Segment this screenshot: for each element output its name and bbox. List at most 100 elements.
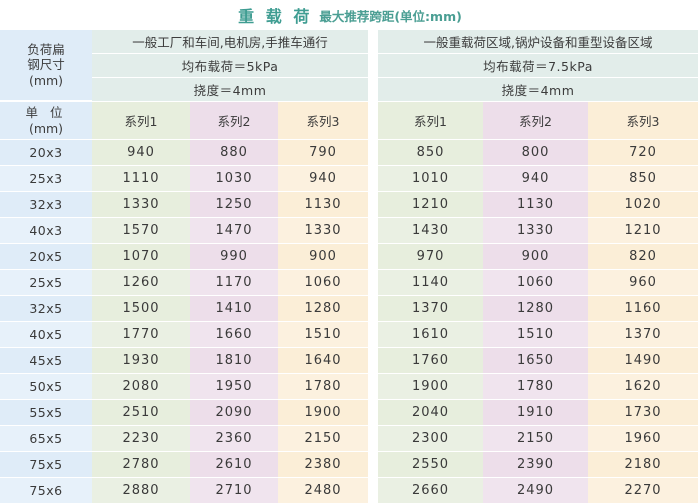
group-a-series-2-header: 系列2 [190, 102, 278, 140]
cell-a-series3: 1510 [278, 322, 368, 348]
row-divider-gap [368, 478, 378, 504]
row-divider-gap [368, 348, 378, 374]
title-main-text: 重 载 荷 [238, 7, 313, 26]
group-b-deflection: 挠度＝4mm [378, 78, 698, 102]
cell-b-series3: 850 [588, 166, 698, 192]
cell-a-series1: 2230 [92, 426, 190, 452]
cell-a-series3: 2150 [278, 426, 368, 452]
cell-a-series2: 990 [190, 244, 278, 270]
cell-b-series2: 1130 [483, 192, 588, 218]
group-a-series-3-header: 系列3 [278, 102, 368, 140]
cell-a-series1: 2510 [92, 400, 190, 426]
row-divider-gap [368, 374, 378, 400]
page-title: 重 载 荷 最大推荐跨距(单位:mm) [0, 0, 700, 30]
row-size-label: 75x6 [0, 478, 92, 504]
cell-b-series2: 2150 [483, 426, 588, 452]
cell-a-series2: 1410 [190, 296, 278, 322]
row-divider-gap [368, 140, 378, 166]
row-divider-gap [368, 452, 378, 478]
cell-a-series3: 1640 [278, 348, 368, 374]
cell-a-series3: 940 [278, 166, 368, 192]
cell-b-series1: 1370 [378, 296, 483, 322]
row-size-label: 65x5 [0, 426, 92, 452]
cell-b-series3: 1960 [588, 426, 698, 452]
cell-b-series1: 1010 [378, 166, 483, 192]
row-size-label: 40x3 [0, 218, 92, 244]
cell-b-series3: 1620 [588, 374, 698, 400]
cell-a-series2: 1660 [190, 322, 278, 348]
cell-a-series2: 1250 [190, 192, 278, 218]
group-a-deflection: 挠度＝4mm [92, 78, 368, 102]
cell-b-series1: 1900 [378, 374, 483, 400]
cell-a-series3: 2480 [278, 478, 368, 504]
cell-b-series2: 1330 [483, 218, 588, 244]
cell-a-series1: 1110 [92, 166, 190, 192]
cell-b-series3: 1020 [588, 192, 698, 218]
cell-b-series1: 2660 [378, 478, 483, 504]
cell-a-series2: 1170 [190, 270, 278, 296]
group-a-load: 均布载荷＝5kPa [92, 54, 368, 78]
cell-a-series2: 1030 [190, 166, 278, 192]
cell-b-series1: 2300 [378, 426, 483, 452]
cell-b-series2: 2490 [483, 478, 588, 504]
cell-a-series3: 900 [278, 244, 368, 270]
cell-a-series2: 2710 [190, 478, 278, 504]
cell-a-series2: 880 [190, 140, 278, 166]
cell-b-series1: 970 [378, 244, 483, 270]
row-size-label: 25x5 [0, 270, 92, 296]
row-size-label: 25x3 [0, 166, 92, 192]
cell-a-series1: 2880 [92, 478, 190, 504]
header-load-steel-size: 负荷扁 钢尺寸 (mm) [0, 30, 92, 102]
row-size-label: 45x5 [0, 348, 92, 374]
row-size-label: 20x3 [0, 140, 92, 166]
group-b-description: 一般重载荷区域,锅炉设备和重型设备区域 [378, 30, 698, 54]
cell-b-series3: 1160 [588, 296, 698, 322]
cell-b-series3: 1730 [588, 400, 698, 426]
cell-a-series1: 1330 [92, 192, 190, 218]
row-divider-gap [368, 218, 378, 244]
row-divider-gap [368, 296, 378, 322]
cell-a-series1: 2780 [92, 452, 190, 478]
group-b-series-1-header: 系列1 [378, 102, 483, 140]
cell-a-series1: 2080 [92, 374, 190, 400]
group-a-description: 一般工厂和车间,电机房,手推车通行 [92, 30, 368, 54]
cell-b-series3: 720 [588, 140, 698, 166]
cell-b-series3: 2270 [588, 478, 698, 504]
cell-b-series2: 1910 [483, 400, 588, 426]
row-divider-gap [368, 166, 378, 192]
cell-b-series2: 940 [483, 166, 588, 192]
group-divider-gap [368, 30, 378, 140]
row-divider-gap [368, 322, 378, 348]
cell-a-series3: 1330 [278, 218, 368, 244]
cell-a-series1: 1930 [92, 348, 190, 374]
cell-a-series1: 940 [92, 140, 190, 166]
cell-b-series3: 1490 [588, 348, 698, 374]
cell-b-series1: 1140 [378, 270, 483, 296]
cell-b-series1: 1760 [378, 348, 483, 374]
cell-a-series3: 2380 [278, 452, 368, 478]
corner-line-1: 负荷扁 [27, 42, 65, 58]
cell-b-series2: 1060 [483, 270, 588, 296]
unit-line-1: 单 位 [25, 104, 67, 120]
cell-a-series1: 1770 [92, 322, 190, 348]
row-size-label: 50x5 [0, 374, 92, 400]
unit-line-2: (mm) [28, 120, 64, 136]
cell-a-series2: 1470 [190, 218, 278, 244]
cell-a-series1: 1070 [92, 244, 190, 270]
row-size-label: 32x3 [0, 192, 92, 218]
row-size-label: 32x5 [0, 296, 92, 322]
span-table: 负荷扁 钢尺寸 (mm) 单 位 (mm) 一般工厂和车间,电机房,手推车通行 … [0, 30, 700, 504]
cell-b-series2: 900 [483, 244, 588, 270]
cell-b-series3: 1210 [588, 218, 698, 244]
corner-line-2: 钢尺寸 [27, 57, 65, 73]
row-divider-gap [368, 426, 378, 452]
cell-a-series3: 1130 [278, 192, 368, 218]
cell-b-series3: 1370 [588, 322, 698, 348]
cell-a-series2: 1950 [190, 374, 278, 400]
row-divider-gap [368, 400, 378, 426]
group-b-load: 均布载荷＝7.5kPa [378, 54, 698, 78]
cell-a-series3: 1900 [278, 400, 368, 426]
row-divider-gap [368, 244, 378, 270]
cell-b-series2: 2390 [483, 452, 588, 478]
